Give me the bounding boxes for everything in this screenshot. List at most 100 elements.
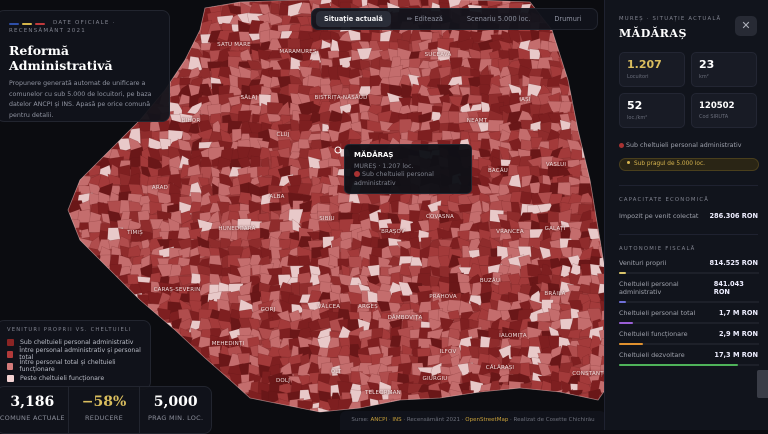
municipality[interactable] <box>268 164 284 179</box>
municipality[interactable] <box>307 123 322 133</box>
municipality[interactable] <box>97 308 112 321</box>
municipality[interactable] <box>62 227 74 243</box>
municipality[interactable] <box>158 344 173 359</box>
municipality[interactable] <box>586 129 605 144</box>
municipality[interactable] <box>62 247 74 260</box>
municipality[interactable] <box>418 399 434 411</box>
municipality[interactable] <box>77 273 93 289</box>
municipality[interactable] <box>187 362 205 377</box>
municipality[interactable] <box>427 94 445 104</box>
municipality[interactable] <box>177 347 193 359</box>
municipality[interactable] <box>177 2 195 18</box>
municipality[interactable] <box>189 371 203 388</box>
municipality[interactable] <box>516 388 531 404</box>
municipality[interactable] <box>568 76 581 90</box>
municipality[interactable] <box>589 95 602 105</box>
municipality[interactable] <box>157 363 174 379</box>
municipality[interactable] <box>486 0 502 9</box>
municipality[interactable] <box>87 119 102 136</box>
municipality[interactable] <box>180 370 194 387</box>
municipality[interactable] <box>580 128 593 143</box>
municipality[interactable] <box>279 418 290 430</box>
municipality[interactable] <box>60 217 73 233</box>
municipality[interactable] <box>588 102 605 115</box>
municipality[interactable] <box>529 389 540 405</box>
municipality[interactable] <box>297 138 311 150</box>
tab-editeaza[interactable]: ✏ Editează <box>406 15 443 23</box>
municipality[interactable] <box>309 420 324 429</box>
municipality[interactable] <box>167 346 184 360</box>
municipality[interactable] <box>250 418 260 430</box>
municipality[interactable] <box>268 407 285 422</box>
municipality[interactable] <box>576 28 596 42</box>
municipality[interactable] <box>218 380 233 397</box>
municipality[interactable] <box>586 137 603 155</box>
municipality[interactable] <box>58 282 76 298</box>
municipality[interactable] <box>169 375 180 386</box>
municipality[interactable] <box>487 390 505 403</box>
municipality[interactable] <box>149 201 165 216</box>
municipality[interactable] <box>92 283 105 298</box>
municipality[interactable] <box>568 31 583 42</box>
municipality[interactable] <box>100 290 115 304</box>
municipality[interactable] <box>99 0 113 7</box>
municipality[interactable] <box>567 58 583 70</box>
municipality[interactable] <box>498 389 515 403</box>
municipality[interactable] <box>159 371 173 388</box>
municipality[interactable] <box>187 357 201 369</box>
municipality[interactable] <box>257 419 271 430</box>
municipality[interactable] <box>168 48 184 64</box>
municipality[interactable] <box>79 283 94 296</box>
municipality[interactable] <box>529 165 542 178</box>
municipality[interactable] <box>77 254 94 268</box>
municipality[interactable] <box>590 175 605 187</box>
municipality[interactable] <box>577 92 595 109</box>
municipality[interactable] <box>587 158 600 170</box>
municipality[interactable] <box>57 301 73 311</box>
municipality[interactable] <box>417 129 433 142</box>
municipality[interactable] <box>590 166 600 180</box>
municipality[interactable] <box>157 326 174 340</box>
municipality[interactable] <box>267 421 284 430</box>
municipality[interactable] <box>71 255 84 267</box>
municipality[interactable] <box>109 0 123 6</box>
municipality[interactable] <box>60 121 75 136</box>
municipality[interactable] <box>107 173 122 185</box>
municipality[interactable] <box>558 160 570 169</box>
municipality[interactable] <box>537 389 554 404</box>
municipality[interactable] <box>210 373 226 386</box>
municipality[interactable] <box>88 273 105 285</box>
municipality[interactable] <box>290 281 300 296</box>
municipality[interactable] <box>150 319 165 331</box>
municipality[interactable] <box>68 284 81 294</box>
municipality[interactable] <box>246 59 265 70</box>
municipality[interactable] <box>288 411 304 422</box>
municipality[interactable] <box>329 409 341 423</box>
municipality[interactable] <box>69 248 85 261</box>
municipality[interactable] <box>588 119 605 132</box>
municipality[interactable] <box>157 337 174 352</box>
municipality[interactable] <box>527 156 544 168</box>
municipality[interactable] <box>228 398 245 411</box>
link-ins[interactable]: INS <box>392 417 402 423</box>
municipality[interactable] <box>59 167 71 180</box>
municipality[interactable] <box>169 354 184 370</box>
municipality[interactable] <box>58 289 73 307</box>
municipality[interactable] <box>150 364 161 376</box>
municipality[interactable] <box>230 391 244 404</box>
municipality[interactable] <box>169 336 185 351</box>
municipality[interactable] <box>568 39 585 54</box>
municipality[interactable] <box>367 93 383 107</box>
municipality[interactable] <box>178 355 194 368</box>
municipality[interactable] <box>167 0 184 9</box>
municipality[interactable] <box>263 426 272 430</box>
municipality[interactable] <box>587 146 602 163</box>
municipality[interactable] <box>318 417 333 430</box>
municipality[interactable] <box>288 426 304 430</box>
municipality[interactable] <box>59 173 75 189</box>
municipality[interactable] <box>171 29 185 44</box>
municipality[interactable] <box>237 110 252 125</box>
municipality[interactable] <box>577 48 595 65</box>
municipality[interactable] <box>62 265 74 280</box>
municipality[interactable] <box>577 110 593 125</box>
